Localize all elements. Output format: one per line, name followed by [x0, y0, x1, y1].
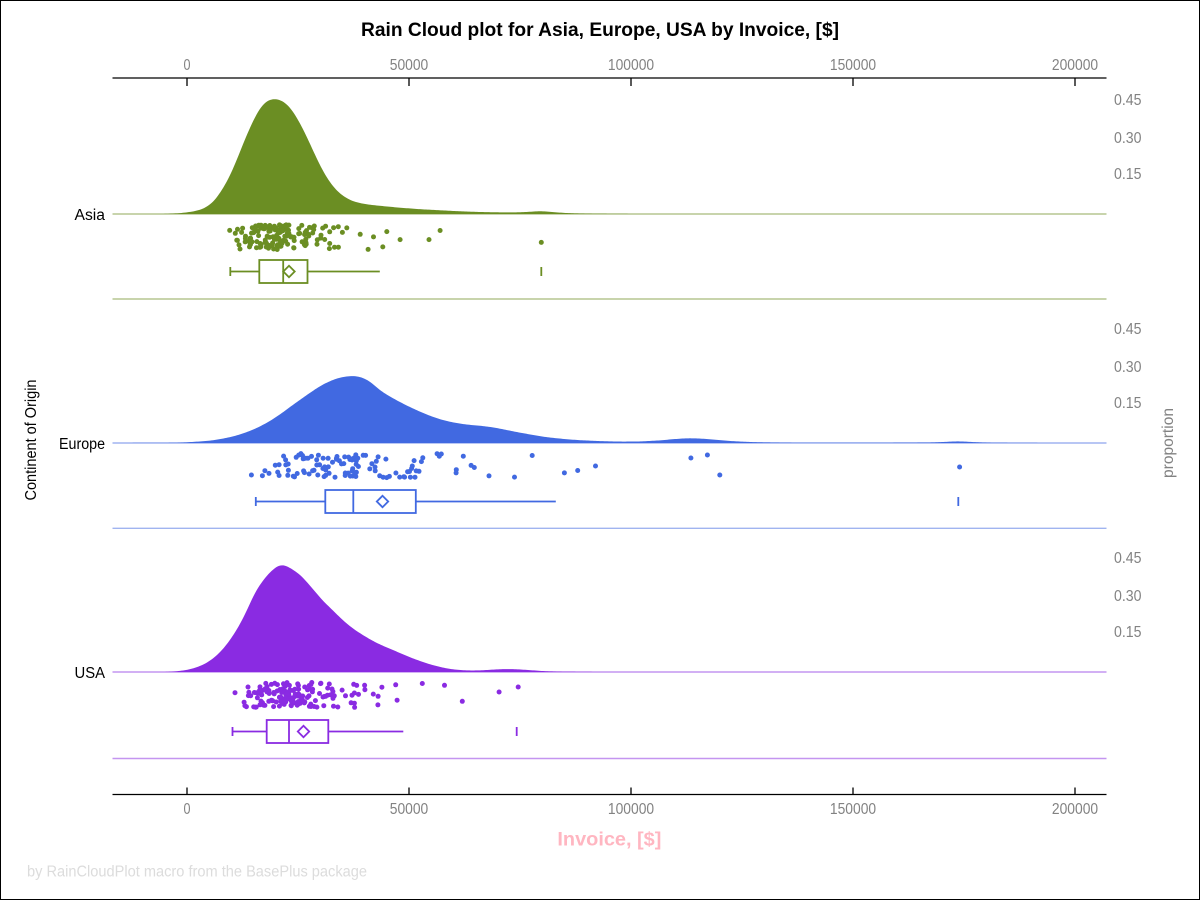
svg-text:0.15: 0.15	[1114, 624, 1142, 641]
svg-text:0.45: 0.45	[1114, 92, 1142, 109]
svg-text:by RainCloudPlot macro from th: by RainCloudPlot macro from the BasePlus…	[27, 864, 367, 881]
svg-text:50000: 50000	[390, 57, 429, 74]
svg-text:Continent of Origin: Continent of Origin	[23, 380, 40, 501]
svg-text:150000: 150000	[830, 57, 876, 74]
svg-text:100000: 100000	[608, 801, 654, 818]
svg-text:0.15: 0.15	[1114, 395, 1142, 412]
svg-text:0.30: 0.30	[1114, 359, 1142, 376]
svg-text:50000: 50000	[390, 801, 429, 818]
svg-text:0.15: 0.15	[1114, 166, 1142, 183]
svg-text:0.30: 0.30	[1114, 130, 1142, 147]
svg-text:0: 0	[184, 57, 191, 74]
svg-text:Rain Cloud plot for Asia, Euro: Rain Cloud plot for Asia, Europe, USA by…	[361, 20, 839, 41]
svg-text:200000: 200000	[1052, 801, 1098, 818]
svg-text:Invoice, [$]: Invoice, [$]	[557, 830, 661, 851]
svg-text:Asia: Asia	[75, 207, 106, 224]
svg-text:0.45: 0.45	[1114, 321, 1142, 338]
svg-text:0: 0	[184, 801, 191, 818]
svg-text:200000: 200000	[1052, 57, 1098, 74]
svg-text:proportion: proportion	[1160, 408, 1177, 478]
svg-text:0.45: 0.45	[1114, 550, 1142, 567]
svg-text:USA: USA	[75, 665, 106, 682]
svg-text:150000: 150000	[830, 801, 876, 818]
svg-text:0.30: 0.30	[1114, 588, 1142, 605]
svg-text:100000: 100000	[608, 57, 654, 74]
svg-text:Europe: Europe	[59, 436, 105, 453]
